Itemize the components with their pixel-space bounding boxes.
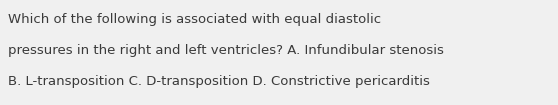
Text: B. L-transposition C. D-transposition D. Constrictive pericarditis: B. L-transposition C. D-transposition D.… [8,75,430,88]
Text: Which of the following is associated with equal diastolic: Which of the following is associated wit… [8,13,382,26]
Text: pressures in the right and left ventricles? A. Infundibular stenosis: pressures in the right and left ventricl… [8,44,444,57]
